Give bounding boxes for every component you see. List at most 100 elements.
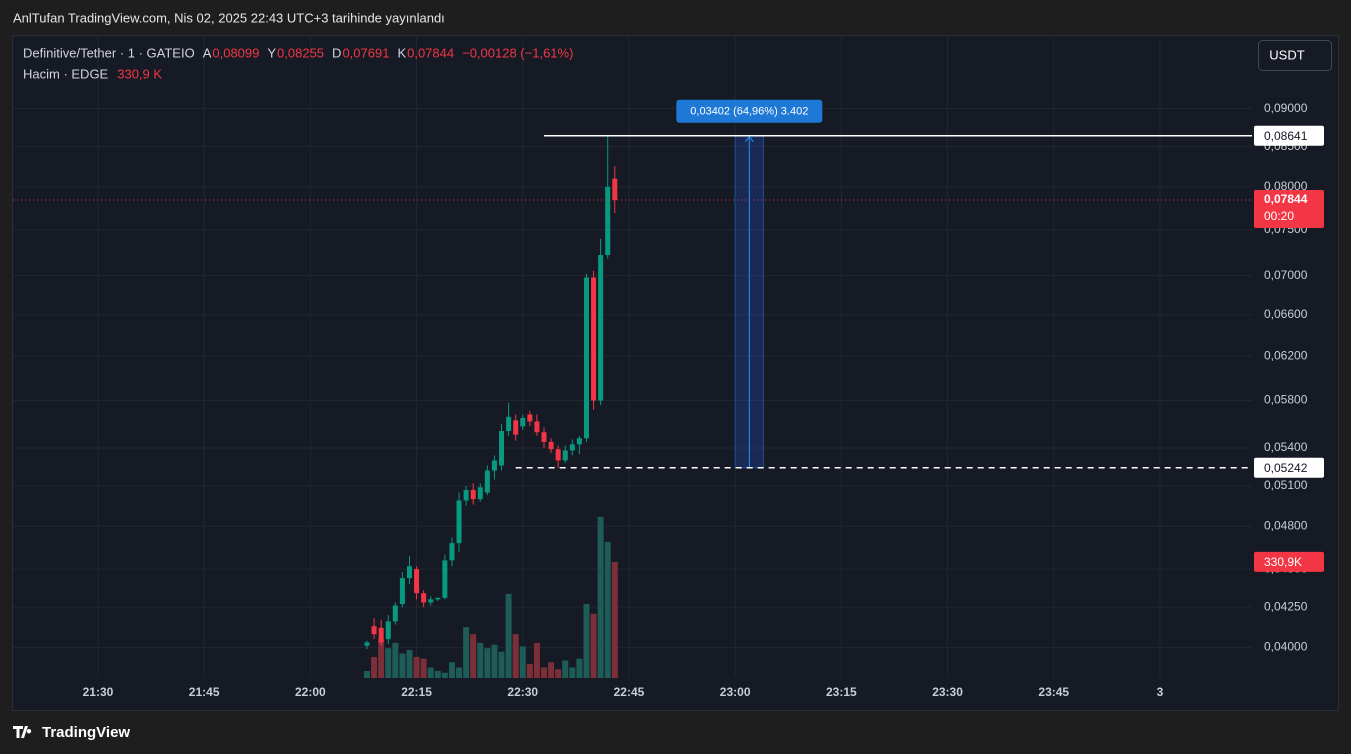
legend-text: 330,9 K [117, 66, 162, 81]
candle-body [583, 277, 589, 439]
last-price-label: 0,07844 [1264, 192, 1308, 206]
x-tick-label: 23:30 [932, 685, 963, 699]
publish-note: AnlTufan TradingView.com, Nis 02, 2025 2… [13, 10, 445, 25]
legend-text: A [203, 45, 212, 60]
candle-body [477, 487, 483, 500]
candle-body [364, 642, 370, 646]
measure-arrowhead [744, 135, 754, 143]
volume-value-box [1254, 551, 1324, 572]
volume-bar [470, 634, 477, 678]
y-tick-label: 0,05800 [1264, 393, 1308, 407]
x-tick-label: 22:30 [507, 685, 538, 699]
candle-body [399, 578, 405, 605]
volume-bar [590, 613, 597, 678]
candle-body [569, 444, 575, 451]
volume-bar [441, 672, 448, 678]
currency-label[interactable]: USDT [1269, 47, 1304, 62]
volume-bar [498, 651, 505, 678]
volume-bar [385, 648, 392, 678]
legend-text: 0,08255 [277, 45, 324, 60]
axis-price-label: 0,05242 [1264, 461, 1308, 475]
candle-body [491, 460, 497, 471]
candle-body [513, 420, 519, 435]
candle-body [421, 593, 427, 603]
candle-body [435, 597, 441, 600]
volume-bar [364, 670, 370, 678]
y-tick-label: 0,06600 [1264, 307, 1308, 321]
candle-body [442, 560, 448, 598]
candle-body [548, 441, 554, 450]
last-price-box [1254, 189, 1324, 228]
candle-body [541, 432, 547, 442]
legend-text: Definitive/Tether · 1 · GATEIO [23, 45, 195, 60]
volume-value-label: 330,9K [1264, 555, 1302, 569]
currency-button[interactable] [1258, 40, 1332, 71]
volume-bar [569, 667, 576, 678]
x-tick-label: 22:15 [401, 685, 432, 699]
volume-bar [477, 642, 484, 678]
candle-body [520, 417, 526, 427]
volume-bar [611, 561, 618, 678]
candle-body [385, 621, 391, 640]
volume-bar [427, 667, 434, 678]
volume-bar [576, 658, 583, 678]
volume-bar [456, 667, 463, 678]
candle-body [428, 599, 434, 603]
x-tick-label: 23:45 [1038, 685, 1069, 699]
legend-text: Hacim · EDGE [23, 66, 109, 81]
volume-bar [371, 656, 378, 678]
x-tick-label: 22:45 [614, 685, 645, 699]
volume-bar [406, 649, 413, 678]
volume-bar [541, 667, 547, 678]
y-tick-label: 0,07000 [1264, 268, 1308, 282]
volume-bar [526, 663, 533, 678]
candle-body [506, 416, 512, 432]
y-tick-label: 0,06200 [1264, 348, 1308, 362]
volume-bar [512, 634, 519, 678]
candle-body [484, 470, 490, 493]
candle-body [562, 450, 568, 461]
volume-bar [555, 669, 562, 678]
volume-bar [604, 541, 611, 678]
x-tick-label: 22:00 [295, 685, 326, 699]
chart-layer: 21:30 21:45 22:00 22:15 22:30 22:45 23:00 23:15… [13, 36, 1324, 699]
legend-text: Y [267, 45, 276, 60]
volume-bar [378, 639, 385, 678]
candle-body [534, 421, 540, 433]
candle-body [449, 543, 455, 561]
y-tick-label: 0,04800 [1264, 518, 1308, 532]
volume-bar [463, 627, 470, 678]
candle-body [456, 500, 462, 544]
y-tick-label: 0,09000 [1264, 101, 1308, 115]
legend-text: 0,08099 [212, 45, 259, 60]
chart-panel [12, 35, 1339, 711]
candle-body [598, 255, 604, 401]
volume-bar [434, 670, 441, 678]
y-tick-label: 0,05400 [1264, 440, 1308, 454]
volume-bar [533, 642, 540, 678]
x-tick-label: 23:00 [720, 685, 751, 699]
candle-body [591, 277, 597, 401]
candle-body [371, 626, 377, 635]
legend-text: 0,07691 [342, 45, 389, 60]
y-tick-label: 0,04250 [1264, 599, 1308, 613]
volume-bar [519, 646, 526, 678]
x-tick-label: 23:15 [826, 685, 857, 699]
candle-body [605, 186, 611, 256]
candle-body [378, 627, 384, 643]
legend-text: 0,07844 [407, 45, 454, 60]
volume-bar [597, 516, 604, 678]
volume-bar [484, 648, 491, 678]
measure-label: 0,03402 (64,96%) 3.402 [690, 106, 808, 118]
legend-text: K [397, 45, 406, 60]
candle-body [555, 449, 561, 461]
candle-body [463, 489, 469, 501]
candle-body [414, 569, 420, 594]
volume-bar [491, 644, 498, 678]
volume-bar [448, 662, 455, 678]
volume-bar [548, 662, 555, 678]
measure-label-box [676, 99, 823, 123]
volume-bar [505, 593, 512, 678]
candle-body [527, 414, 533, 422]
legend-text: −0,00128 (−1,61%) [462, 45, 573, 60]
